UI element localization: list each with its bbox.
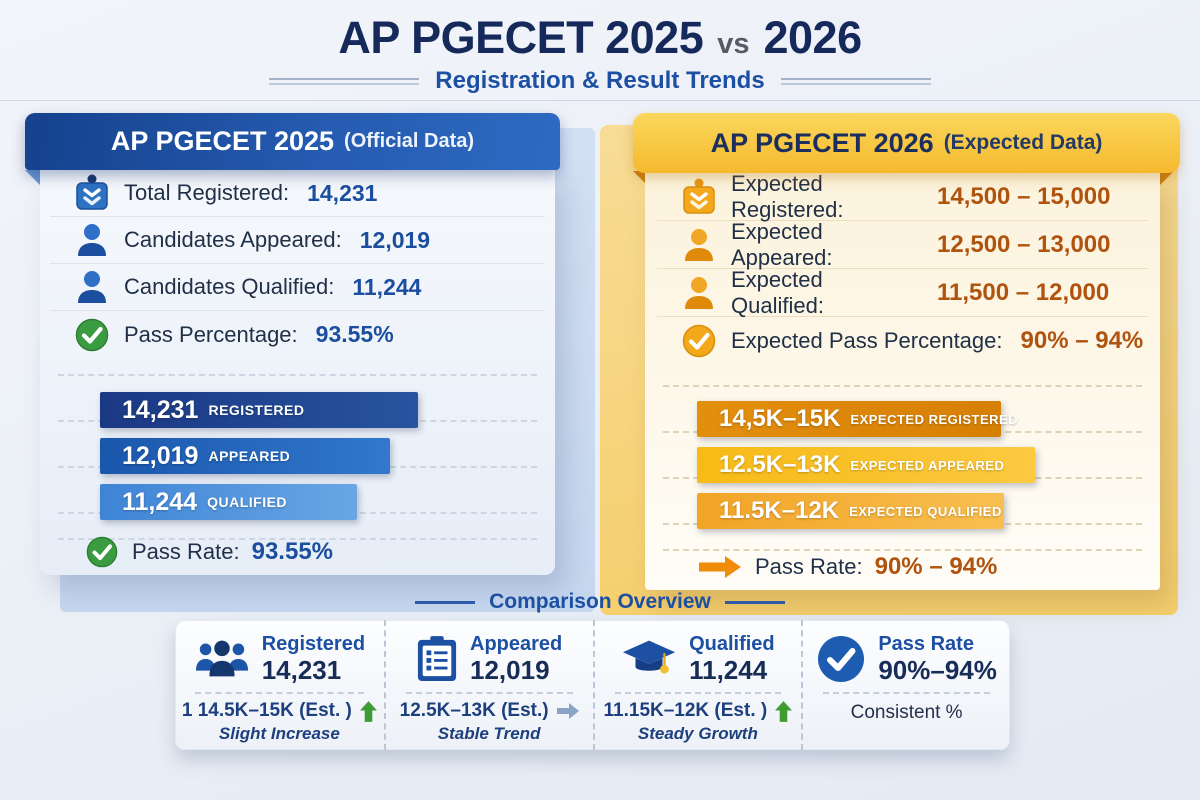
banner-fold-2026-left <box>633 171 647 185</box>
subtitle-rule-left <box>269 77 420 85</box>
column-divider <box>405 692 573 694</box>
banner-fold-2025 <box>25 170 40 185</box>
check-circle-orange-icon <box>681 324 717 358</box>
heading-rule-left <box>415 600 476 604</box>
gridline <box>58 374 537 376</box>
qualified-bar: 11,244 QUALIFIED <box>100 484 357 520</box>
pass-rate-row-2026: Pass Rate: 90% – 94% <box>697 553 997 581</box>
column-divider <box>614 692 782 694</box>
title-2026: 2026 <box>763 12 863 63</box>
stat-row-expected-appeared: Expected Appeared: 12,500 – 13,000 <box>657 219 1148 270</box>
people-group-icon <box>194 638 250 680</box>
page-subtitle: Registration & Result Trends <box>0 67 1200 95</box>
check-circle-green-icon <box>74 318 110 352</box>
person-icon <box>74 223 110 257</box>
title-2025: AP PGECET 2025 <box>338 12 704 63</box>
expected-registered-bar: 14,5K–15K EXPECTED REGISTERED <box>697 401 1018 437</box>
panel-2025-header: AP PGECET 2025 (Official Data) <box>25 113 560 170</box>
stat-row-total-registered: Total Registered: 14,231 <box>50 170 545 217</box>
column-divider <box>823 692 990 694</box>
page-title: AP PGECET 2025 vs 2026 <box>0 12 1200 64</box>
arrow-right-orange-icon <box>697 554 743 580</box>
panel-2025-card: Total Registered: 14,231 Candidates Appe… <box>40 170 555 575</box>
overview-column-registered: Registered 14,231 1 14.5K–15K (Est. ) Sl… <box>175 620 384 750</box>
graduation-cap-icon <box>621 638 677 680</box>
check-badge-icon <box>816 634 866 684</box>
header-divider <box>0 100 1200 101</box>
trend-up-arrow-icon <box>359 700 377 722</box>
bar-chart-2025: 14,231 REGISTERED 12,019 APPEARED 11,244… <box>40 366 555 546</box>
person-check-badge-icon <box>74 174 110 212</box>
stat-row-expected-qualified: Expected Qualified: 11,500 – 12,000 <box>657 267 1148 318</box>
panel-2026-card: Expected Registered: 14,500 – 15,000 Exp… <box>645 171 1160 590</box>
person-orange-icon <box>681 228 717 262</box>
stat-row-pass-percentage: Pass Percentage: 93.55% <box>50 311 545 358</box>
trend-right-arrow-icon <box>556 703 579 719</box>
appeared-bar: 12,019 APPEARED <box>100 438 390 474</box>
stat-row-candidates-qualified: Candidates Qualified: 11,244 <box>50 264 545 311</box>
person-icon <box>74 270 110 304</box>
heading-rule-right <box>724 600 785 604</box>
registered-bar: 14,231 REGISTERED <box>100 392 418 428</box>
title-vs: vs <box>717 28 750 60</box>
clipboard-icon <box>416 635 458 683</box>
overview-column-qualified: Qualified 11,244 11.15K–12K (Est. ) Stea… <box>592 620 802 750</box>
comparison-heading: Comparison Overview <box>0 590 1200 614</box>
expected-appeared-bar: 12.5K–13K EXPECTED APPEARED <box>697 447 1035 483</box>
gridline <box>663 549 1142 551</box>
stat-row-expected-registered: Expected Registered: 14,500 – 15,000 <box>657 171 1148 222</box>
check-circle-green-icon <box>84 536 120 568</box>
banner-fold-2026-right <box>1160 171 1174 185</box>
column-divider <box>195 692 364 694</box>
stat-row-candidates-appeared: Candidates Appeared: 12,019 <box>50 217 545 264</box>
subtitle-rule-right <box>780 77 931 85</box>
overview-column-pass-rate: Pass Rate 90%–94% Consistent % <box>801 620 1010 750</box>
person-orange-icon <box>681 276 717 310</box>
trend-up-arrow-icon <box>775 700 793 722</box>
gridline <box>58 538 537 540</box>
overview-column-appeared: Appeared 12,019 12.5K–13K (Est.) Stable … <box>383 620 593 750</box>
expected-qualified-bar: 11.5K–12K EXPECTED QUALIFIED <box>697 493 1004 529</box>
gridline <box>663 385 1142 387</box>
stat-row-expected-pass-percentage: Expected Pass Percentage: 90% – 94% <box>657 317 1148 365</box>
bar-chart-2026: 14,5K–15K EXPECTED REGISTERED 12.5K–13K … <box>645 377 1160 557</box>
comparison-overview-card: Registered 14,231 1 14.5K–15K (Est. ) Sl… <box>175 620 1010 750</box>
pass-rate-row-2025: Pass Rate: 93.55% <box>84 536 333 568</box>
panel-2026-header: AP PGECET 2026 (Expected Data) <box>633 113 1180 173</box>
person-check-badge-orange-icon <box>681 178 717 216</box>
